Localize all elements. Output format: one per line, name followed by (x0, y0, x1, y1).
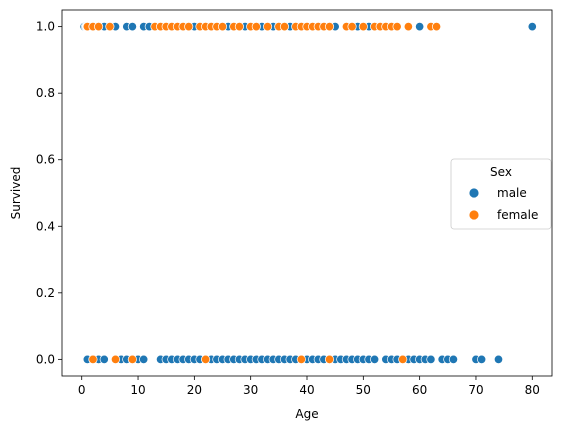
data-point-male (448, 354, 458, 364)
legend-marker-female (468, 209, 480, 221)
data-point-male (139, 354, 149, 364)
data-point-female (127, 354, 137, 364)
data-point-female (358, 22, 368, 32)
y-axis: 0.0 0.2 0.4 0.6 0.8 1.0 (36, 20, 62, 366)
data-point-female (263, 22, 273, 32)
legend-label-male: male (497, 186, 527, 200)
data-point-male (415, 22, 425, 32)
y-tick-label: 0.6 (36, 153, 55, 167)
x-axis-label: Age (295, 407, 318, 421)
legend-title: Sex (490, 165, 512, 179)
chart-marks (79, 22, 537, 364)
data-point-female (184, 22, 194, 32)
data-point-male (370, 354, 380, 364)
data-point-female (347, 22, 357, 32)
data-point-male (99, 354, 109, 364)
data-point-female (279, 22, 290, 32)
data-point-female (403, 22, 413, 32)
data-point-female (88, 354, 98, 364)
legend-label-female: female (497, 208, 538, 222)
data-point-female (431, 22, 442, 32)
data-point-female (201, 354, 211, 364)
data-point-female (392, 22, 402, 32)
data-point-male (493, 354, 504, 364)
x-tick-label: 30 (243, 383, 258, 397)
data-point-female (324, 354, 335, 364)
data-point-female (324, 22, 335, 32)
y-axis-label: Survived (9, 167, 23, 220)
y-tick-label: 1.0 (36, 20, 55, 34)
data-point-male (477, 354, 487, 364)
data-point-female (296, 354, 306, 364)
x-tick-label: 80 (525, 383, 540, 397)
x-tick-label: 10 (130, 383, 145, 397)
data-point-male (127, 22, 137, 32)
y-tick-label: 0.8 (36, 86, 55, 100)
y-tick-label: 0.0 (36, 352, 55, 366)
data-point-female (251, 22, 261, 32)
data-point-female (105, 22, 115, 32)
y-tick-label: 0.2 (36, 286, 55, 300)
x-tick-label: 50 (356, 383, 371, 397)
legend: Sex male female (450, 158, 552, 230)
data-point-female (398, 354, 408, 364)
data-point-male (527, 22, 537, 32)
data-point-female (110, 354, 121, 364)
y-tick-label: 0.4 (36, 219, 55, 233)
legend-marker-male (468, 187, 480, 199)
data-point-male (426, 354, 436, 364)
x-tick-label: 40 (299, 383, 314, 397)
data-point-female (94, 22, 104, 32)
x-axis: 0 10 20 30 40 50 60 70 80 (78, 376, 540, 397)
x-tick-label: 20 (187, 383, 202, 397)
x-tick-label: 0 (78, 383, 86, 397)
data-point-female (217, 22, 228, 32)
data-point-female (234, 22, 244, 32)
x-tick-label: 70 (468, 383, 483, 397)
x-tick-label: 60 (412, 383, 427, 397)
